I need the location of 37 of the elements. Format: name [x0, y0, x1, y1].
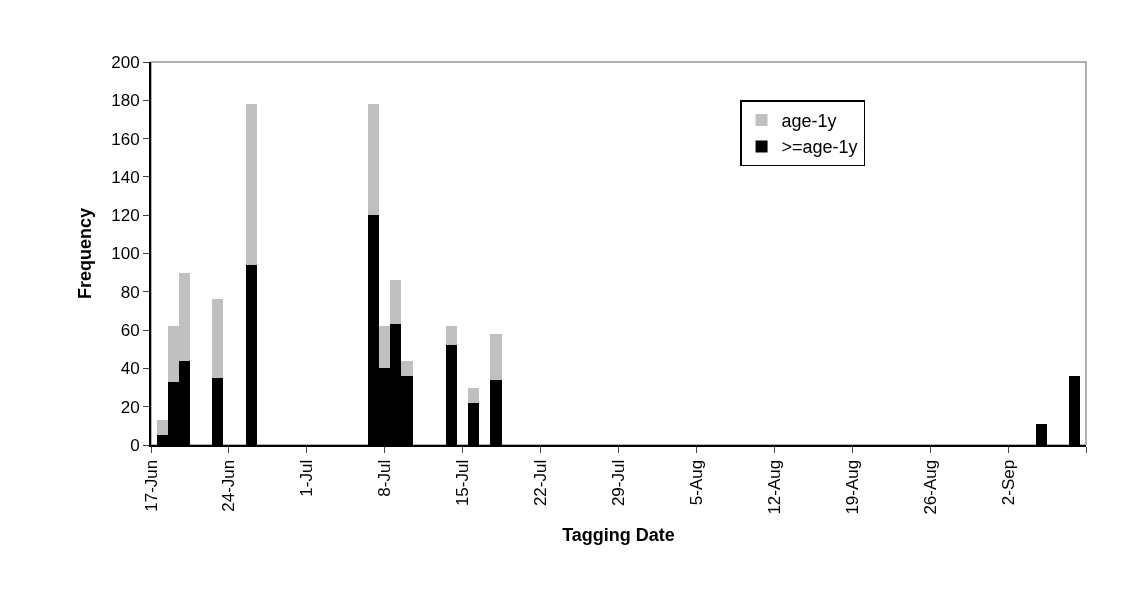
x-tick-label: 5-Aug [686, 459, 706, 506]
legend-label: >=age-1y [781, 137, 858, 158]
bar [379, 326, 390, 368]
bar [368, 104, 379, 215]
y-tick-label: 100 [111, 244, 140, 264]
x-tick-label: 15-Jul [453, 459, 473, 507]
bar [157, 420, 168, 435]
x-tick-label: 29-Jul [609, 459, 629, 507]
x-tick-label: 17-Jun [141, 459, 161, 512]
x-tick-label: 8-Jul [375, 459, 395, 497]
bar [401, 361, 413, 376]
bar [246, 104, 257, 265]
bar [446, 326, 457, 345]
bar [212, 299, 223, 378]
x-axis-title: Tagging Date [562, 525, 675, 546]
y-tick-label: 20 [120, 397, 140, 417]
y-tick-label: 180 [111, 91, 140, 111]
bar [490, 334, 502, 380]
bar [390, 280, 401, 324]
y-tick-label: 80 [120, 282, 140, 302]
x-tick-label: 2-Sep [998, 459, 1018, 506]
y-tick-label: 160 [111, 129, 140, 149]
y-tick-label: 120 [111, 206, 140, 226]
y-tick-label: 140 [111, 167, 140, 187]
y-tick-label: 0 [130, 435, 140, 455]
x-tick-label: 1-Jul [297, 459, 317, 497]
y-tick-label: 40 [120, 359, 140, 379]
x-tick-label: 19-Aug [842, 459, 862, 515]
y-tick-label: 200 [111, 52, 140, 72]
x-tick-label: 12-Aug [764, 459, 784, 515]
x-tick-label: 22-Jul [531, 459, 551, 507]
x-tick-label: 24-Jun [219, 459, 239, 512]
x-tick-label: 26-Aug [920, 459, 940, 515]
y-tick-label: 60 [120, 321, 140, 341]
bar [468, 388, 479, 403]
y-axis-title: Frequency [74, 207, 95, 300]
legend-label: age-1y [781, 111, 837, 132]
